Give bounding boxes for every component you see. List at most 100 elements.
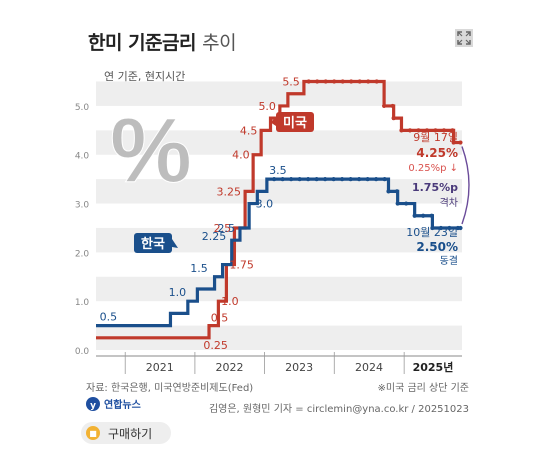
series-dot (340, 177, 345, 182)
series-dot (306, 177, 311, 182)
series-dot (332, 79, 337, 84)
series-dot (395, 201, 400, 206)
annotation-us-change: 0.25%p ↓ (408, 163, 458, 174)
annotation-kr-value: 2.50% (416, 240, 458, 254)
series-dot (323, 177, 328, 182)
series-dot (366, 79, 371, 84)
series-dot (382, 177, 387, 182)
kr-value-label: 0.5 (100, 311, 118, 324)
series-dot (272, 177, 277, 182)
series-dot (441, 128, 447, 133)
series-dot (407, 128, 413, 133)
us-value-label: 2.5 (214, 222, 232, 235)
us-value-label: 1.0 (221, 295, 239, 308)
x-tick-label: 2024 (355, 361, 383, 374)
svg-text:미국: 미국 (283, 115, 307, 131)
annotation-gap-value: 1.75%p (412, 181, 458, 194)
svg-text:한국: 한국 (141, 236, 165, 252)
chart-title: 한미 기준금리 추이 (88, 28, 237, 55)
source-text: 자료: 한국은행, 미국연방준비제도(Fed) (86, 382, 253, 394)
kr-value-label: 2.25 (202, 230, 227, 243)
series-dot (391, 116, 396, 121)
series-dot (416, 128, 421, 133)
expand-icon[interactable] (455, 29, 473, 47)
grid-band (96, 130, 462, 155)
series-dot (374, 177, 379, 182)
credit-text: 김영은, 원형민 기자 = circlemin@yna.co.kr / 2025… (209, 403, 469, 415)
y-tick-label: 4.0 (75, 152, 90, 162)
kr-value-label: 3.5 (269, 164, 287, 177)
logo-text: 연합뉴스 (104, 398, 141, 411)
gap-bracket (461, 146, 470, 225)
series-dot (297, 177, 302, 182)
x-tick-label: 2025년 (413, 360, 454, 374)
x-tick-label: 2022 (215, 361, 243, 374)
series-dot (340, 79, 345, 84)
series-dot (438, 225, 444, 231)
series-dot (382, 103, 387, 109)
series-dot (280, 177, 285, 182)
us-value-label: 5.0 (258, 100, 276, 113)
annotation-gap-label: 격차 (440, 196, 458, 209)
y-tick-label: 3.0 (75, 201, 90, 211)
series-dot (315, 79, 320, 84)
y-tick-label: 5.0 (75, 103, 90, 113)
series-dot (386, 189, 391, 194)
series-line-kr (96, 177, 461, 328)
title-main: 한미 기준금리 (88, 32, 197, 54)
kr-value-label: 3.0 (256, 198, 274, 211)
us-value-label: 4.0 (232, 149, 250, 162)
series-dot (323, 79, 328, 84)
series-dot (429, 213, 434, 218)
x-tick-label: 2021 (146, 361, 174, 374)
series-dot (430, 225, 435, 231)
series-dot (458, 225, 463, 231)
y-tick-label: 2.0 (75, 249, 90, 259)
series-dot (424, 128, 430, 133)
series-dot (458, 140, 463, 145)
us-value-label: 3.25 (217, 185, 242, 198)
kr-value-label: 1.0 (169, 286, 187, 299)
series-dot (399, 128, 404, 133)
us-series-tag: 미국 (270, 112, 314, 132)
cart-icon: ■ (86, 426, 100, 440)
series-dot (433, 128, 438, 133)
yonhap-logo: y 연합뉴스 (86, 397, 141, 411)
series-dot (357, 177, 362, 182)
series-dot (394, 189, 400, 194)
grid-band (96, 276, 462, 302)
y-tick-label: 1.0 (75, 298, 90, 308)
us-value-label: 1.75 (229, 259, 254, 272)
series-dot (390, 103, 395, 109)
series-dot (306, 79, 311, 84)
series-dot (447, 225, 452, 231)
us-value-label: 5.5 (282, 76, 300, 89)
kr-value-label: 2.5 (218, 222, 236, 235)
annotation-us-value: 4.25% (416, 146, 458, 160)
series-dot (314, 177, 319, 182)
kr-value-label: 1.5 (190, 262, 208, 275)
series-dot (404, 201, 409, 206)
percent-watermark: % (110, 100, 192, 202)
us-value-label: 0.25 (203, 339, 228, 352)
kr-series-tag: 한국 (134, 233, 178, 253)
grid-band (96, 81, 462, 106)
series-dot (348, 177, 353, 182)
chart-bands (96, 81, 462, 350)
y-tick-label: 0.0 (75, 347, 90, 357)
x-tick-label: 2023 (285, 361, 313, 374)
buy-label: 구매하기 (108, 426, 153, 441)
series-dot (289, 177, 294, 182)
annotation-us-date: 9월 17일 (413, 130, 458, 144)
series-dot (451, 140, 456, 145)
series-dot (349, 79, 354, 84)
buy-button[interactable]: ■ 구매하기 (81, 422, 171, 444)
series-dot (374, 79, 379, 84)
series-dot (365, 177, 370, 182)
us-value-label: 4.5 (240, 124, 258, 137)
series-dot (331, 177, 336, 182)
footnote-text: ※미국 금리 상단 기준 (377, 382, 469, 394)
annotation-kr-status: 동결 (440, 255, 458, 267)
title-sub: 추이 (202, 32, 237, 54)
